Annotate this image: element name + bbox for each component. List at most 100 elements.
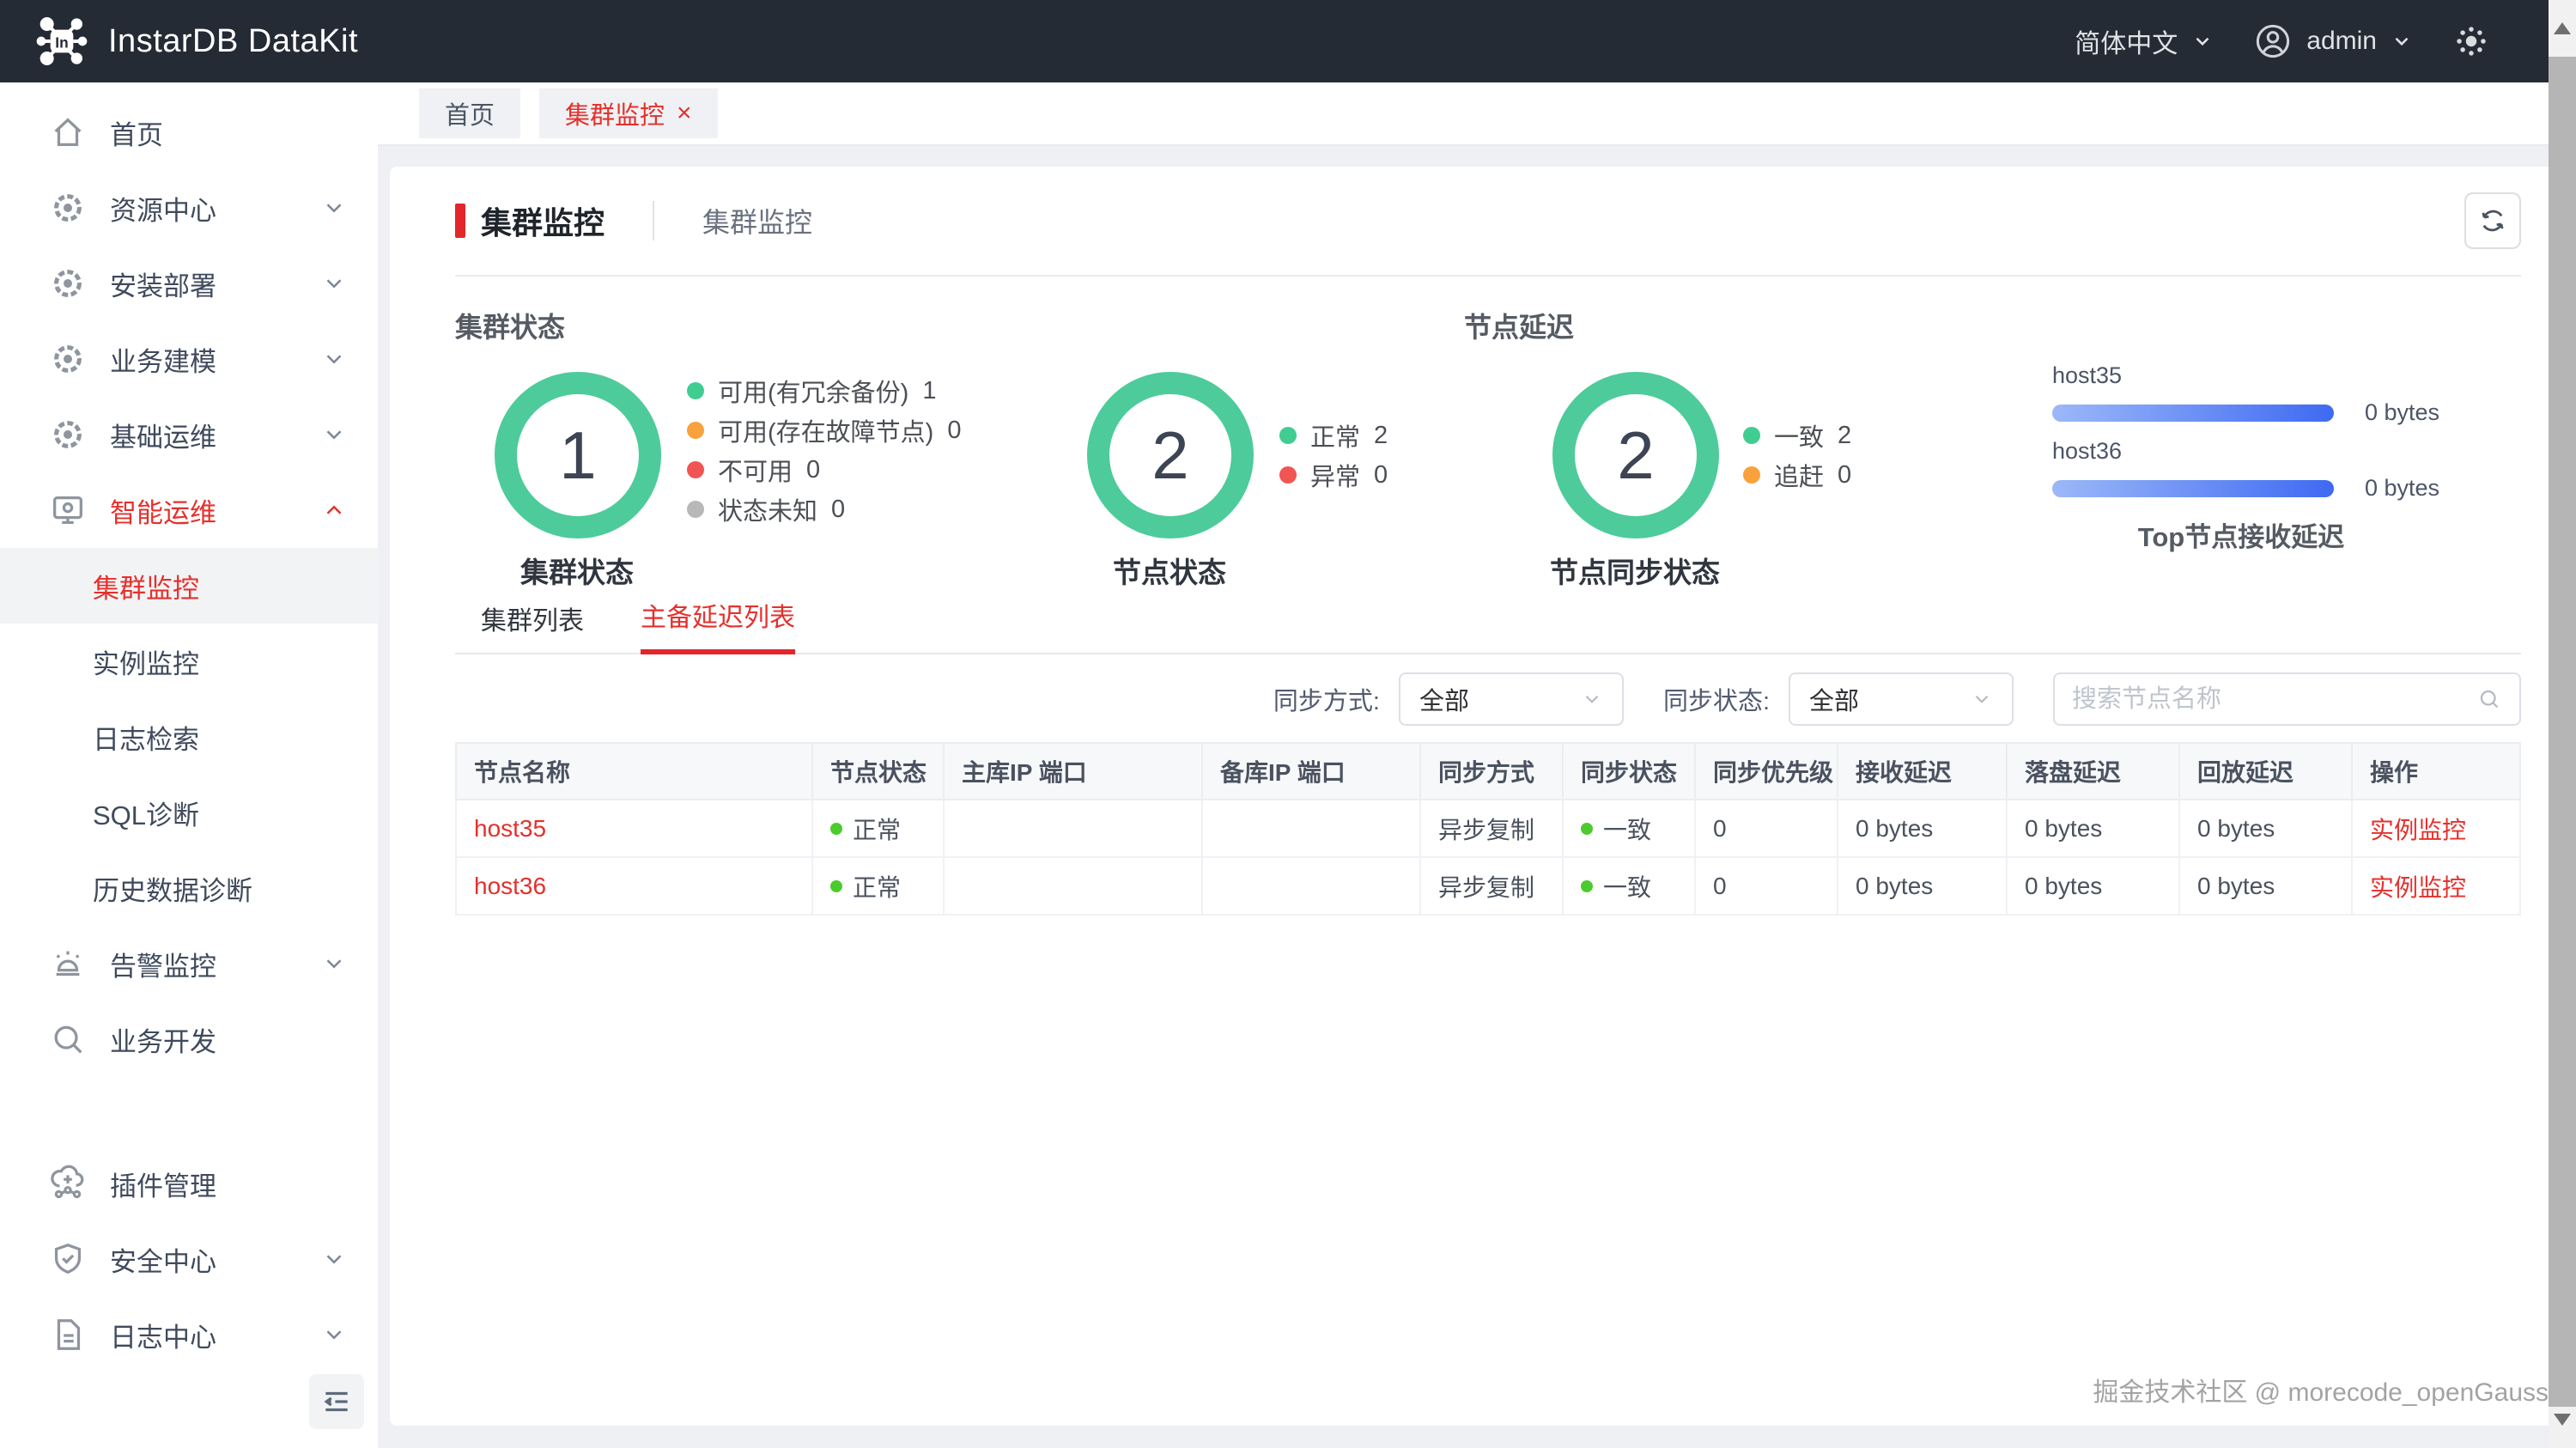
theme-toggle-icon[interactable] [2452, 22, 2490, 60]
status-dot-green [830, 822, 842, 835]
sidebar-item-install-deploy[interactable]: 安装部署 [0, 246, 378, 321]
sidebar-subitem-label: 集群监控 [93, 573, 199, 604]
sidebar-item-security-center[interactable]: 安全中心 [0, 1221, 378, 1297]
tab-cluster-monitor[interactable]: 集群监控 × [539, 88, 718, 138]
instance-monitor-link[interactable]: 实例监控 [2351, 856, 2521, 916]
select-value: 全部 [1419, 688, 1469, 715]
sidebar-item-label: 首页 [110, 119, 163, 150]
chevron-down-icon [1975, 695, 1989, 703]
sidebar-item-resource-center[interactable]: 资源中心 [0, 170, 378, 246]
scroll-down-arrow-icon[interactable] [2554, 1414, 2571, 1426]
sidebar-collapse-button[interactable] [309, 1374, 364, 1429]
chevron-down-icon [326, 1330, 342, 1340]
chevron-down-icon [2196, 37, 2209, 46]
legend-dot-green [1279, 427, 1297, 444]
sidebar-item-plugin-manage[interactable]: 插件管理 [0, 1146, 378, 1221]
bar-host-label: host35 [2052, 362, 2123, 388]
status-dot-green [1581, 822, 1593, 835]
sync-status-cell: 一致 [1562, 856, 1696, 916]
gear-icon [54, 345, 82, 373]
username-label: admin [2306, 27, 2377, 55]
document-icon [57, 1319, 81, 1350]
shield-check-icon [54, 1243, 82, 1275]
sync-status-select[interactable]: 全部 [1789, 672, 2014, 726]
tab-home[interactable]: 首页 [419, 88, 521, 138]
home-icon [54, 118, 82, 147]
sidebar-item-home[interactable]: 首页 [0, 94, 378, 170]
flush-delay-cell: 0 bytes [2006, 799, 2180, 858]
sync-mode-select[interactable]: 全部 [1398, 672, 1624, 726]
page-content: 集群监控 集群监控 集群状态 节点延迟 1 [378, 146, 2576, 1448]
col-header: 节点名称 [455, 742, 813, 800]
primary-ip-cell [943, 856, 1203, 916]
sidebar-item-alert-monitor[interactable]: 告警监控 [0, 926, 378, 1001]
legend-dot-orange [687, 422, 704, 439]
search-icon [2480, 690, 2499, 709]
list-tabs: 集群列表 主备延迟列表 [455, 601, 2521, 654]
standby-ip-cell [1201, 799, 1421, 858]
node-name-link[interactable]: host35 [455, 799, 813, 858]
donut-label: 节点状态 [1113, 557, 1226, 588]
sidebar-subitem-cluster-monitor[interactable]: 集群监控 [0, 548, 378, 624]
sidebar-item-business-dev[interactable]: 业务开发 [0, 1001, 378, 1077]
sidebar-item-smart-ops[interactable]: 智能运维 [0, 472, 378, 548]
user-menu[interactable]: admin [2253, 21, 2413, 61]
watermark-text: 掘金技术社区 @ morecode_openGauss [2093, 1378, 2549, 1407]
search-icon [54, 1025, 82, 1054]
close-icon[interactable]: × [677, 99, 692, 127]
menu-fold-icon [324, 1391, 348, 1412]
node-sync-status-donut: 2 [1552, 372, 1719, 538]
bar-value: 0 bytes [2365, 399, 2440, 425]
sidebar-item-business-modeling[interactable]: 业务建模 [0, 321, 378, 397]
refresh-button[interactable] [2464, 192, 2521, 249]
scrollbar-thumb[interactable] [2549, 57, 2576, 1407]
window-scrollbar[interactable] [2549, 0, 2576, 1448]
sidebar-subitem-sql-diagnosis[interactable]: SQL诊断 [0, 775, 378, 850]
legend-dot-green [687, 382, 704, 399]
sidebar-subitem-history-data-diagnosis[interactable]: 历史数据诊断 [0, 850, 378, 926]
node-search-input[interactable] [2072, 684, 2476, 714]
legend-dot-red [1279, 466, 1297, 484]
sidebar-spacer [0, 1077, 378, 1146]
divider [653, 201, 655, 240]
scroll-up-arrow-icon[interactable] [2554, 22, 2571, 34]
chevron-up-icon [326, 505, 342, 514]
replay-delay-cell: 0 bytes [2178, 856, 2353, 916]
cluster-status-legend: 可用(有冗余备份) 1 可用(存在故障节点) 0 不可用 0 状态未知 0 [687, 371, 961, 529]
page-subtab[interactable]: 集群监控 [702, 207, 813, 238]
col-header: 备库IP 端口 [1201, 742, 1421, 800]
receive-delay-cell: 0 bytes [1837, 856, 2008, 916]
table-header-row: 节点名称 节点状态 主库IP 端口 备库IP 端口 同步方式 同步状态 同步优先… [455, 742, 2521, 800]
instance-monitor-link[interactable]: 实例监控 [2351, 799, 2521, 858]
tab-primary-standby-delay-list[interactable]: 主备延迟列表 [641, 596, 795, 654]
cluster-monitor-card: 集群监控 集群监控 集群状态 节点延迟 1 [390, 167, 2561, 1426]
donut-label: 集群状态 [520, 557, 634, 588]
sidebar-subitem-log-search[interactable]: 日志检索 [0, 699, 378, 775]
sync-mode-filter-label: 同步方式: [1273, 688, 1380, 715]
avatar-icon [2257, 24, 2290, 58]
sidebar-item-label: 业务开发 [110, 1026, 216, 1057]
top-delay-chart-title: Top节点接收延迟 [2137, 522, 2345, 552]
standby-ip-cell [1201, 856, 1421, 916]
plugin-cloud-icon [51, 1165, 84, 1199]
sync-status-filter-label: 同步状态: [1662, 688, 1770, 715]
replay-delay-cell: 0 bytes [2178, 799, 2353, 858]
status-dot-green [830, 879, 842, 892]
tab-cluster-list[interactable]: 集群列表 [481, 607, 584, 636]
legend-item: 不可用 0 [687, 450, 961, 490]
node-sync-status-legend: 一致 2 追赶 0 [1743, 416, 1851, 495]
top-receive-delay-chart: host35 0 bytes host36 0 bytes [2052, 362, 2499, 554]
legend-item: 正常 2 [1279, 416, 1388, 455]
language-selector[interactable]: 简体中文 [2075, 22, 2214, 60]
sidebar-subitem-instance-monitor[interactable]: 实例监控 [0, 624, 378, 699]
delay-bar [2052, 404, 2334, 422]
table-row: host35 正常 异步复制 一致 0 0 bytes 0 bytes 0 by… [455, 799, 2521, 858]
node-name-link[interactable]: host36 [455, 856, 813, 916]
sidebar-item-basic-ops[interactable]: 基础运维 [0, 397, 378, 472]
sidebar-item-log-center[interactable]: 日志中心 [0, 1297, 378, 1372]
node-search-box [2053, 672, 2521, 726]
cluster-status-donut: 1 [495, 372, 661, 538]
sync-status-cell: 一致 [1562, 799, 1696, 858]
sidebar-item-label: 插件管理 [110, 1171, 216, 1202]
node-status-donut: 2 [1087, 372, 1254, 538]
